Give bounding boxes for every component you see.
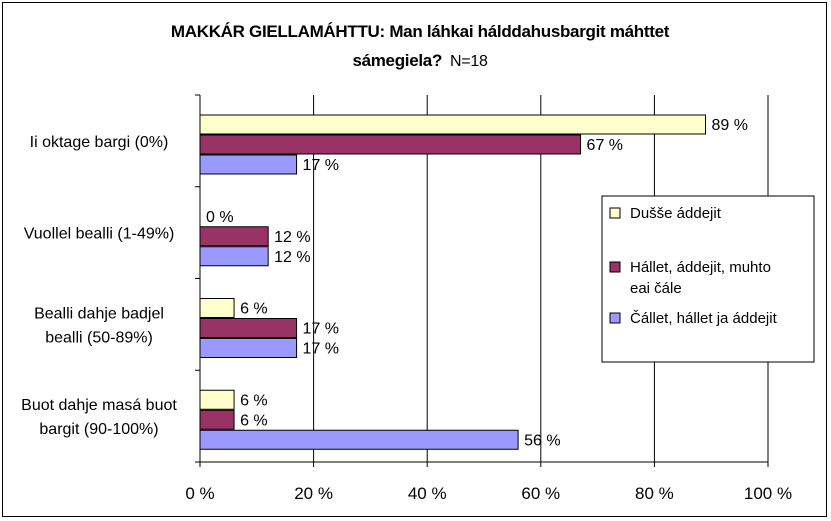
legend-label: Dušše áddejit	[630, 205, 722, 222]
data-label: 0 %	[206, 209, 234, 226]
category-label: Vuollel bealli (1-49%)	[24, 226, 175, 243]
bar	[199, 154, 298, 175]
legend-swatch	[609, 312, 621, 324]
bar	[199, 246, 269, 267]
chart-title-line2: sámegiela? N=18	[40, 51, 800, 71]
data-label: 6 %	[240, 412, 268, 429]
x-tick-label: 80 %	[635, 484, 674, 503]
bar	[199, 338, 298, 358]
category-label: bargit (90-100%)	[39, 421, 158, 438]
data-label: 56 %	[524, 432, 560, 449]
x-tick-label: 0 %	[185, 484, 214, 503]
x-tick-label: 40 %	[408, 484, 447, 503]
chart-title-line2-text: sámegiela?	[352, 51, 443, 70]
legend-label: eai čále	[630, 280, 682, 297]
data-label: 12 %	[274, 229, 310, 246]
x-tick-label: 20 %	[294, 484, 333, 503]
bar	[199, 389, 235, 410]
chart-subtitle: N=18	[450, 53, 488, 70]
chart-title-line1: MAKKÁR GIELLAMÁHTTU: Man láhkai hálddahu…	[170, 22, 670, 41]
category-label: Buot dahje masá buot	[21, 397, 177, 414]
bar	[199, 134, 582, 155]
data-label: 17 %	[303, 341, 339, 358]
bar	[199, 318, 298, 338]
x-tick-label: 60 %	[521, 484, 560, 503]
category-label: bealli (50-89%)	[45, 329, 153, 346]
bar	[199, 114, 707, 135]
bar	[199, 429, 519, 450]
bar	[199, 226, 269, 247]
legend-swatch	[609, 261, 621, 273]
bar	[199, 298, 235, 318]
data-label: 6 %	[240, 392, 268, 409]
legend-label: Čállet, hállet ja áddejit	[630, 310, 778, 327]
data-label: 6 %	[240, 301, 268, 318]
category-label: Bealli dahje badjel	[34, 305, 164, 322]
data-label: 89 %	[712, 117, 748, 134]
legend-box	[601, 195, 815, 363]
data-label: 67 %	[587, 137, 623, 154]
category-label: Ii oktage bargi (0%)	[30, 134, 169, 151]
x-tick-label: 100 %	[744, 484, 792, 503]
legend-swatch	[609, 207, 621, 219]
data-label: 12 %	[274, 249, 310, 266]
data-label: 17 %	[303, 321, 339, 338]
bar	[199, 409, 235, 430]
legend-label: Hállet, áddejit, muhto	[630, 259, 771, 276]
data-label: 17 %	[303, 157, 339, 174]
